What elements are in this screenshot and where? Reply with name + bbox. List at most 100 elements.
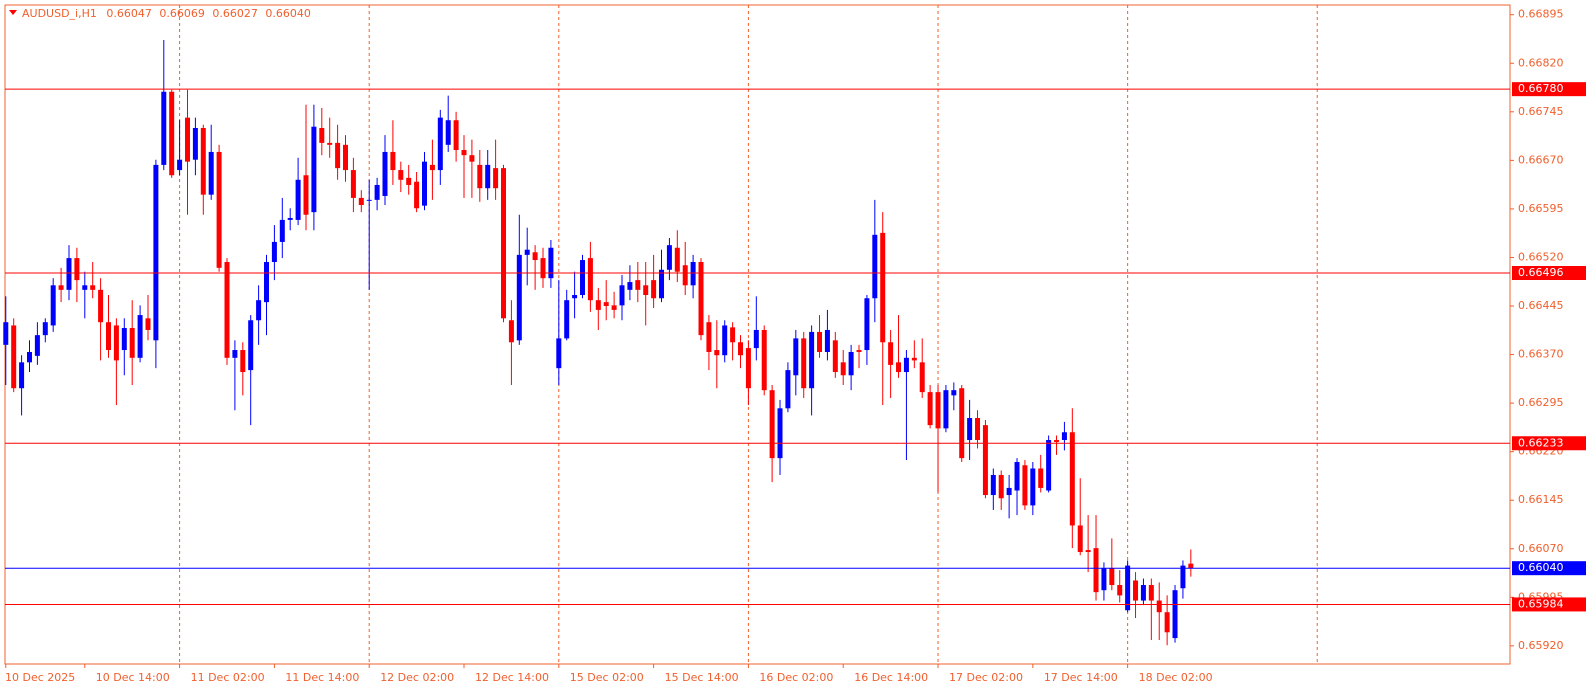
candle-body — [461, 150, 467, 156]
candle-body — [627, 282, 633, 290]
candle-body — [722, 325, 728, 356]
candle-body — [793, 338, 799, 376]
candle-body — [50, 285, 56, 326]
candle-body — [990, 474, 996, 496]
candle-body — [248, 320, 254, 371]
candle-body — [105, 322, 111, 351]
candle-body — [358, 197, 364, 206]
candle-body — [730, 327, 736, 343]
candle-body — [82, 285, 88, 290]
candle-body — [19, 362, 25, 389]
candle-body — [295, 179, 301, 220]
level-price-box — [1512, 561, 1586, 576]
candle-body — [1093, 548, 1099, 593]
candle-body — [1156, 600, 1162, 613]
candle-body — [982, 425, 988, 496]
candle-body — [1140, 585, 1146, 601]
candle-body — [532, 252, 538, 261]
candle-body — [129, 328, 135, 358]
candle-body — [422, 161, 428, 206]
candle-body — [595, 300, 601, 310]
candle-body — [327, 142, 333, 145]
candle-body — [161, 91, 167, 165]
candle-body — [769, 390, 775, 459]
candle-body — [1022, 465, 1028, 506]
candle-body — [58, 285, 64, 290]
x-tick-label: 10 Dec 14:00 — [96, 671, 170, 684]
candle-body — [169, 91, 175, 176]
x-tick-label: 10 Dec 2025 — [5, 671, 75, 684]
candle-body — [311, 126, 317, 213]
candle-body — [42, 322, 48, 336]
y-tick-label: 0.66370 — [1518, 348, 1564, 361]
candle-body — [263, 261, 269, 303]
candle-body — [580, 260, 586, 296]
candle-body — [659, 269, 665, 299]
candle-body — [556, 338, 562, 369]
candle-body — [374, 184, 380, 200]
candle-body — [516, 254, 522, 341]
candle-body — [572, 295, 578, 299]
candle-body — [998, 474, 1004, 499]
candle-body — [714, 350, 720, 356]
candle-body — [477, 164, 483, 189]
candle-body — [501, 168, 507, 319]
candle-body — [137, 315, 143, 358]
candle-body — [840, 362, 846, 376]
candle-body — [587, 258, 593, 301]
candle-body — [619, 285, 625, 306]
y-tick-label: 0.66520 — [1518, 250, 1564, 263]
candle-body — [832, 340, 838, 373]
chart-title: AUDUSD_i,H1 0.66047 0.66069 0.66027 0.66… — [22, 7, 311, 20]
x-tick-label: 17 Dec 02:00 — [949, 671, 1023, 684]
y-tick-label: 0.66820 — [1518, 56, 1564, 69]
candle-body — [66, 258, 72, 290]
low-text: 0.66027 — [212, 7, 258, 20]
candle-body — [469, 155, 475, 162]
y-tick-label: 0.66670 — [1518, 153, 1564, 166]
candle-body — [216, 151, 222, 268]
candle-body — [335, 142, 341, 169]
candle-body — [896, 362, 902, 373]
candle-body — [3, 322, 9, 345]
x-tick-label: 15 Dec 02:00 — [570, 671, 644, 684]
candle-body — [271, 241, 277, 262]
y-tick-label: 0.66745 — [1518, 105, 1564, 118]
candle-body — [303, 175, 309, 215]
candle-body — [453, 120, 459, 151]
candle-body — [903, 357, 909, 373]
candle-body — [200, 127, 206, 195]
candle-body — [540, 258, 546, 279]
level-price-box — [1512, 266, 1586, 281]
candle-body — [113, 325, 119, 361]
candle-body — [745, 348, 751, 389]
y-tick-label: 0.66445 — [1518, 299, 1564, 312]
candle-body — [232, 350, 238, 358]
candle-body — [666, 245, 672, 270]
candle-body — [1125, 565, 1131, 611]
candle-body — [864, 298, 870, 351]
y-tick-label: 0.66070 — [1518, 542, 1564, 555]
candle-body — [1006, 487, 1012, 496]
open-text: 0.66047 — [106, 7, 152, 20]
candle-body — [1014, 462, 1020, 491]
x-tick-label: 12 Dec 14:00 — [475, 671, 549, 684]
y-tick-label: 0.65920 — [1518, 639, 1564, 652]
candle-body — [967, 418, 973, 441]
candle-body — [406, 177, 412, 185]
level-price-label: 0.66496 — [1518, 266, 1564, 279]
candle-body — [951, 390, 957, 396]
candle-body — [824, 329, 830, 352]
candle-body — [927, 392, 933, 426]
candle-body — [485, 164, 491, 189]
candle-body — [256, 300, 262, 321]
x-tick-label: 18 Dec 02:00 — [1139, 671, 1213, 684]
candle-body — [690, 261, 696, 286]
candle-body — [437, 117, 443, 171]
candle-body — [279, 219, 285, 242]
candle-body — [1148, 585, 1154, 601]
candle-body — [643, 285, 649, 296]
candle-body — [145, 318, 151, 330]
